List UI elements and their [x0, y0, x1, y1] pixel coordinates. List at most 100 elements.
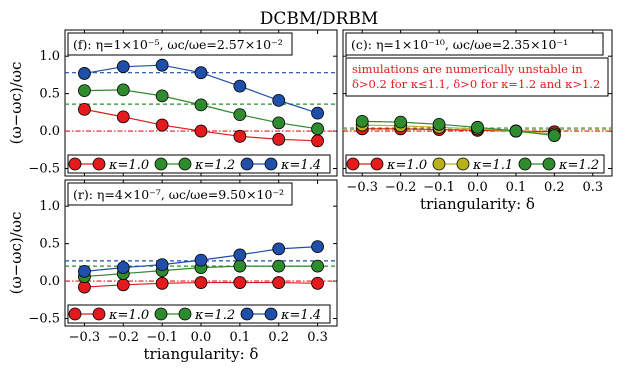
note-text: δ>0.2 for κ≤1.1, δ>0 for κ=1.2 and κ>1.2 [352, 77, 600, 91]
figure-title: DCBM/DRBM [260, 9, 379, 29]
x-tick-label: 0.1 [230, 330, 251, 345]
x-tick-label: 0.0 [467, 180, 488, 195]
x-axis-label: triangularity: δ [144, 345, 259, 363]
data-point [116, 83, 130, 97]
legend-marker [68, 307, 82, 321]
panel-c: −0.3 −0.2 −0.1 0.0 0.1 0.2 0.3 (c): η=1×10⁻¹⁰, … [342, 29, 613, 213]
legend-marker [264, 157, 278, 171]
data-point [155, 58, 169, 72]
y-axis-label: (ω−ωc)/ωc [7, 212, 25, 295]
x-tick-label: 0.0 [191, 330, 212, 345]
legend-marker [518, 157, 532, 171]
legend-marker [154, 157, 168, 171]
legend-marker [154, 307, 168, 321]
data-point [194, 124, 208, 138]
x-tick-label: 0.3 [582, 180, 603, 195]
y-tick-label: −0.5 [28, 312, 60, 327]
data-point [78, 67, 91, 80]
data-point [233, 259, 247, 273]
data-point [311, 259, 324, 273]
data-point [194, 66, 208, 80]
y-tick-label: 1.0 [39, 199, 60, 214]
legend-box [345, 154, 605, 174]
legend-label: κ=1.0 [108, 158, 149, 173]
legend-marker [456, 157, 470, 171]
data-point [311, 122, 324, 136]
data-point [116, 278, 130, 292]
data-point [547, 129, 561, 142]
data-point [272, 132, 286, 146]
data-point [272, 259, 286, 273]
data-point [78, 102, 91, 116]
data-point [272, 116, 286, 130]
x-tick-label: 0.1 [506, 180, 527, 195]
x-tick-label: −0.2 [385, 180, 417, 195]
x-tick-label: −0.3 [69, 330, 101, 345]
y-tick-label: −0.5 [28, 162, 60, 177]
data-point [311, 106, 324, 120]
note-box [345, 57, 609, 97]
data-point [311, 240, 324, 254]
panel-title: (r): η=4×10⁻⁷, ωc/ωe=9.50×10⁻² [73, 187, 284, 202]
legend-label: κ=1.2 [194, 308, 235, 323]
data-point [194, 253, 208, 267]
legend-marker [240, 157, 254, 171]
legend-label: κ=1.2 [194, 158, 235, 173]
panel-f: −0.5 0.0 0.5 1.0 (f): η=1×10⁻⁵, ωc/ωe=2.57×1… [7, 29, 338, 177]
note-text: simulations are numerically unstable in [352, 62, 583, 76]
data-point [272, 242, 286, 256]
data-point [233, 79, 247, 93]
data-point [155, 258, 169, 272]
legend-box [67, 304, 331, 324]
legend-marker [92, 307, 106, 321]
legend-label: κ=1.0 [108, 308, 149, 323]
data-point [311, 276, 324, 290]
data-point [116, 261, 130, 275]
y-tick-label: 0.0 [39, 124, 60, 139]
legend-marker [346, 157, 360, 171]
legend-label: κ=1.2 [558, 158, 599, 173]
panel-title-box [67, 32, 293, 56]
series-line [362, 120, 555, 137]
data-point [509, 124, 523, 138]
data-point [233, 276, 247, 289]
panel-title: (f): η=1×10⁻⁵, ωc/ωe=2.57×10⁻² [73, 37, 283, 52]
x-tick-label: −0.2 [107, 330, 139, 345]
data-point [394, 115, 408, 129]
panel-title-box [67, 182, 293, 206]
data-point [233, 108, 247, 122]
data-point [233, 129, 247, 143]
data-point [272, 276, 286, 289]
data-point [116, 60, 130, 74]
data-point [311, 134, 324, 148]
legend-marker [178, 157, 192, 171]
legend-marker [68, 157, 82, 171]
x-tick-label: 0.2 [544, 180, 565, 195]
legend-marker [432, 157, 446, 171]
legend-marker [370, 157, 384, 171]
x-tick-label: −0.1 [423, 180, 455, 195]
x-tick-label: −0.1 [146, 330, 178, 345]
data-point [155, 118, 169, 132]
panel-title: (c): η=1×10⁻¹⁰, ωc/ωe=2.35×10⁻¹ [351, 37, 568, 52]
y-tick-label: 0.0 [39, 274, 60, 289]
data-point [272, 93, 286, 107]
data-point [116, 110, 130, 124]
data-point [78, 84, 91, 98]
data-point [155, 89, 169, 103]
legend-box [67, 154, 331, 174]
legend-label: κ=1.4 [280, 308, 321, 323]
legend-marker [178, 307, 192, 321]
y-tick-label: 0.5 [39, 237, 60, 252]
legend-marker [542, 157, 556, 171]
data-point [194, 98, 208, 112]
data-point [194, 276, 208, 289]
legend-label: κ=1.0 [386, 158, 427, 173]
y-axis-label: (ω−ωc)/ωc [7, 62, 25, 145]
x-tick-label: 0.3 [307, 330, 328, 345]
x-axis-label: triangularity: δ [420, 195, 535, 213]
data-point [432, 117, 446, 131]
data-point [155, 276, 169, 290]
legend-label: κ=1.1 [472, 158, 513, 173]
